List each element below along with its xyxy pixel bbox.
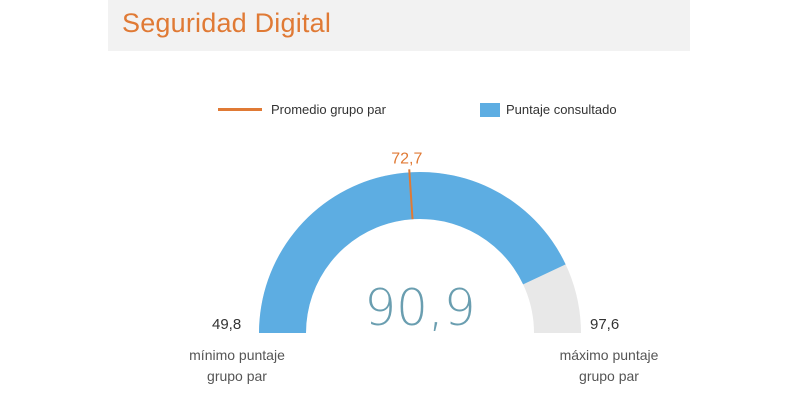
gauge-average-marker <box>408 169 414 220</box>
gauge-center-value: 90,9 <box>364 279 475 337</box>
gauge-min-caption-line2: grupo par <box>207 368 267 384</box>
legend-score-label: Puntaje consultado <box>506 102 617 117</box>
gauge-max-caption-line2: grupo par <box>579 368 639 384</box>
gauge-min-value: 49,8 <box>212 316 242 333</box>
legend-average: Promedio grupo par <box>218 102 386 117</box>
gauge-min-caption: mínimo puntaje grupo par <box>178 345 296 387</box>
gauge-min-caption-line1: mínimo puntaje <box>189 347 285 363</box>
page-title: Seguridad Digital <box>122 8 332 38</box>
gauge-value-arc <box>259 171 566 333</box>
legend-average-swatch <box>218 108 262 111</box>
gauge-max-caption-line1: máximo puntaje <box>559 347 659 363</box>
legend-score: Puntaje consultado <box>480 102 617 117</box>
legend-average-label: Promedio grupo par <box>271 102 386 117</box>
gauge-max-caption: máximo puntaje grupo par <box>550 345 668 387</box>
legend-score-swatch <box>480 102 500 117</box>
gauge-max-value: 97,6 <box>590 316 620 333</box>
title-bar: Seguridad Digital <box>108 0 690 51</box>
gauge-average-label: 72,7 <box>391 150 422 167</box>
